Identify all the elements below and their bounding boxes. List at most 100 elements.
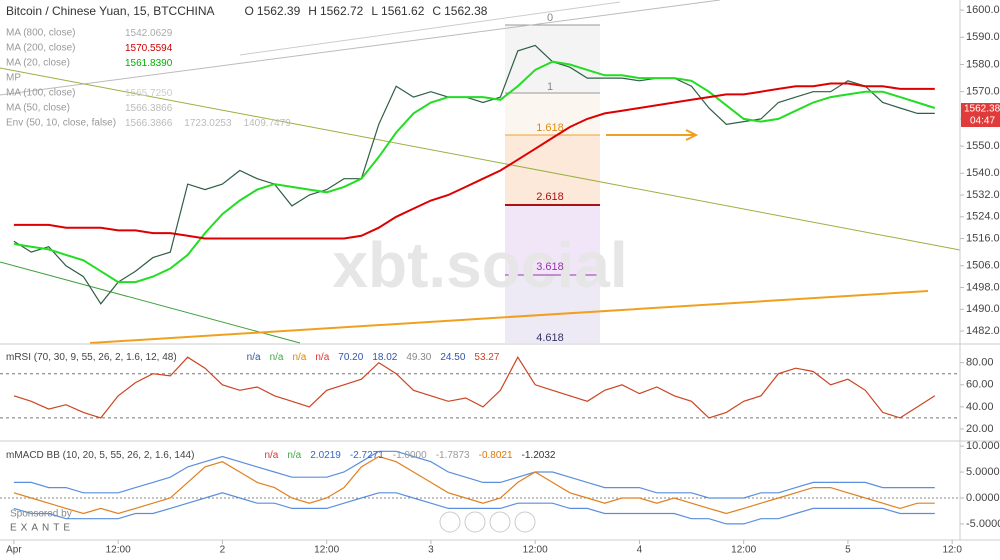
header-value: n/a xyxy=(270,352,284,363)
x-tick-label: 3 xyxy=(428,545,434,556)
price-axis xyxy=(960,0,1000,560)
y-tick-label: 1532.00 xyxy=(966,189,1000,201)
x-tick-label: 4 xyxy=(637,545,643,556)
y-tick-label: 80.00 xyxy=(966,357,994,369)
header-value: n/a xyxy=(315,352,329,363)
y-tick-label: 1506.00 xyxy=(966,260,1000,272)
y-tick-label: 1580.00 xyxy=(966,58,1000,70)
header-value: n/a xyxy=(292,352,306,363)
ohlc-label: O xyxy=(245,4,254,18)
y-tick-label: 1600.00 xyxy=(966,4,1000,16)
y-tick-label: 1482.00 xyxy=(966,325,1000,337)
header-value: 2.0219 xyxy=(310,450,341,461)
price-tag xyxy=(961,103,1000,127)
x-tick-label: 12:00 xyxy=(731,545,756,556)
sponsor: Sponsored by xyxy=(10,509,72,520)
header-value: 24.50 xyxy=(440,352,465,363)
ohlc-value: 1562.38 xyxy=(444,4,488,18)
ohlc-label: C xyxy=(432,4,441,18)
indicator-values: 1542.0629 xyxy=(125,28,173,39)
indicator-value: 1723.0253 xyxy=(184,118,232,129)
y-tick-label: 1570.00 xyxy=(966,86,1000,98)
indicator-value: 1570.5594 xyxy=(125,43,173,54)
indicator-values: 1561.8390 xyxy=(125,58,173,69)
indicator-label: MP xyxy=(6,73,21,84)
header-value: -1.7873 xyxy=(436,450,470,461)
price-tag-value: 1562.38 xyxy=(964,104,1000,115)
series-line xyxy=(13,450,935,499)
series-line xyxy=(13,356,936,419)
fib-label: 1 xyxy=(547,81,553,93)
y-tick-label: 5.0000 xyxy=(966,466,1000,478)
ohlc-value: 1561.62 xyxy=(381,4,425,18)
indicator-values: 1565.7250 xyxy=(125,88,173,99)
indicator-values: 1566.3866 1723.0253 1409.7479 xyxy=(125,118,291,129)
zoom-controls[interactable] xyxy=(439,511,536,533)
fib-label: 4.618 xyxy=(536,332,564,344)
ohlc-value: 1562.39 xyxy=(257,4,301,18)
fib-box xyxy=(505,24,600,343)
series-line xyxy=(13,492,935,525)
fib-label: 3.618 xyxy=(536,261,564,273)
fib-label: 1.618 xyxy=(536,122,564,134)
header-value: -0.8021 xyxy=(479,450,513,461)
series-line xyxy=(13,455,935,515)
x-tick-label: 2 xyxy=(220,545,226,556)
indicator-label: MA (800, close) xyxy=(6,28,75,39)
pane-title-text: Bitcoin / Chinese Yuan, 15, BTCCHINA xyxy=(6,4,215,18)
y-tick-label: 60.00 xyxy=(966,379,994,391)
x-tick-label: 12:00 xyxy=(314,545,339,556)
header-value: 18.02 xyxy=(372,352,397,363)
indicator-value: 1565.7250 xyxy=(125,88,173,99)
y-tick-label: 1490.00 xyxy=(966,303,1000,315)
indicator-label: MA (100, close) xyxy=(6,88,75,99)
header-value: -2.7271 xyxy=(350,450,384,461)
x-tick-label: Apr xyxy=(6,545,22,556)
y-tick-label: 20.00 xyxy=(966,423,994,435)
indicator-label: MA (50, close) xyxy=(6,103,70,114)
header-value: -1.0000 xyxy=(393,450,427,461)
plots xyxy=(0,44,960,525)
fib-label: 2.618 xyxy=(536,191,564,203)
price-tag-countdown: 04:47 xyxy=(970,116,995,127)
pane-title: mMACD BB (10, 20, 5, 55, 26, 2, 1.6, 144… xyxy=(6,450,556,461)
indicator-value: 1561.8390 xyxy=(125,58,173,69)
indicator-label: MA (20, close) xyxy=(6,58,70,69)
y-tick-label: 1590.00 xyxy=(966,31,1000,43)
y-tick-label: 10.0000 xyxy=(966,440,1000,452)
watermark: xbt.social xyxy=(332,229,627,301)
y-tick-label: 1498.00 xyxy=(966,281,1000,293)
header-value: -1.2032 xyxy=(522,450,556,461)
header-value: 70.20 xyxy=(338,352,363,363)
pane-title: Bitcoin / Chinese Yuan, 15, BTCCHINA O 156… xyxy=(6,4,488,18)
indicator-value: 1542.0629 xyxy=(125,28,173,39)
pane-title: mRSI (70, 30, 9, 55, 26, 2, 1.6, 12, 48)… xyxy=(6,352,500,363)
x-tick-label: 5 xyxy=(845,545,851,556)
pane-title-text: mRSI (70, 30, 9, 55, 26, 2, 1.6, 12, 48) xyxy=(6,352,177,363)
sponsor-brand: EXANTE xyxy=(10,523,74,534)
y-tick-label: -5.0000 xyxy=(966,518,1000,530)
series-line xyxy=(13,44,935,305)
fib-label: 0 xyxy=(547,12,553,24)
indicator-label: MA (200, close) xyxy=(6,43,75,54)
ohlc-value: 1562.72 xyxy=(320,4,364,18)
y-tick-label: 0.0000 xyxy=(966,492,1000,504)
header-value: n/a xyxy=(287,450,301,461)
x-tick-label: 12:0 xyxy=(942,545,962,556)
y-tick-label: 1516.00 xyxy=(966,232,1000,244)
ohlc-label: H xyxy=(308,4,317,18)
header-value: 49.30 xyxy=(406,352,431,363)
indicator-values: 1570.5594 xyxy=(125,43,173,54)
indicator-value: 1566.3866 xyxy=(125,103,173,114)
header-value: n/a xyxy=(247,352,261,363)
y-tick-label: 1540.00 xyxy=(966,167,1000,179)
ohlc-label: L xyxy=(371,4,378,18)
indicator-label: Env (50, 10, close, false) xyxy=(6,118,116,129)
header-value: 53.27 xyxy=(474,352,499,363)
axes: 1600.00 1590.00 1580.00 1570.00 1 5 60.00 1550.… xyxy=(6,4,1000,556)
header-value: n/a xyxy=(264,450,278,461)
x-tick-label: 12:00 xyxy=(523,545,548,556)
x-tick-label: 12:00 xyxy=(106,545,131,556)
